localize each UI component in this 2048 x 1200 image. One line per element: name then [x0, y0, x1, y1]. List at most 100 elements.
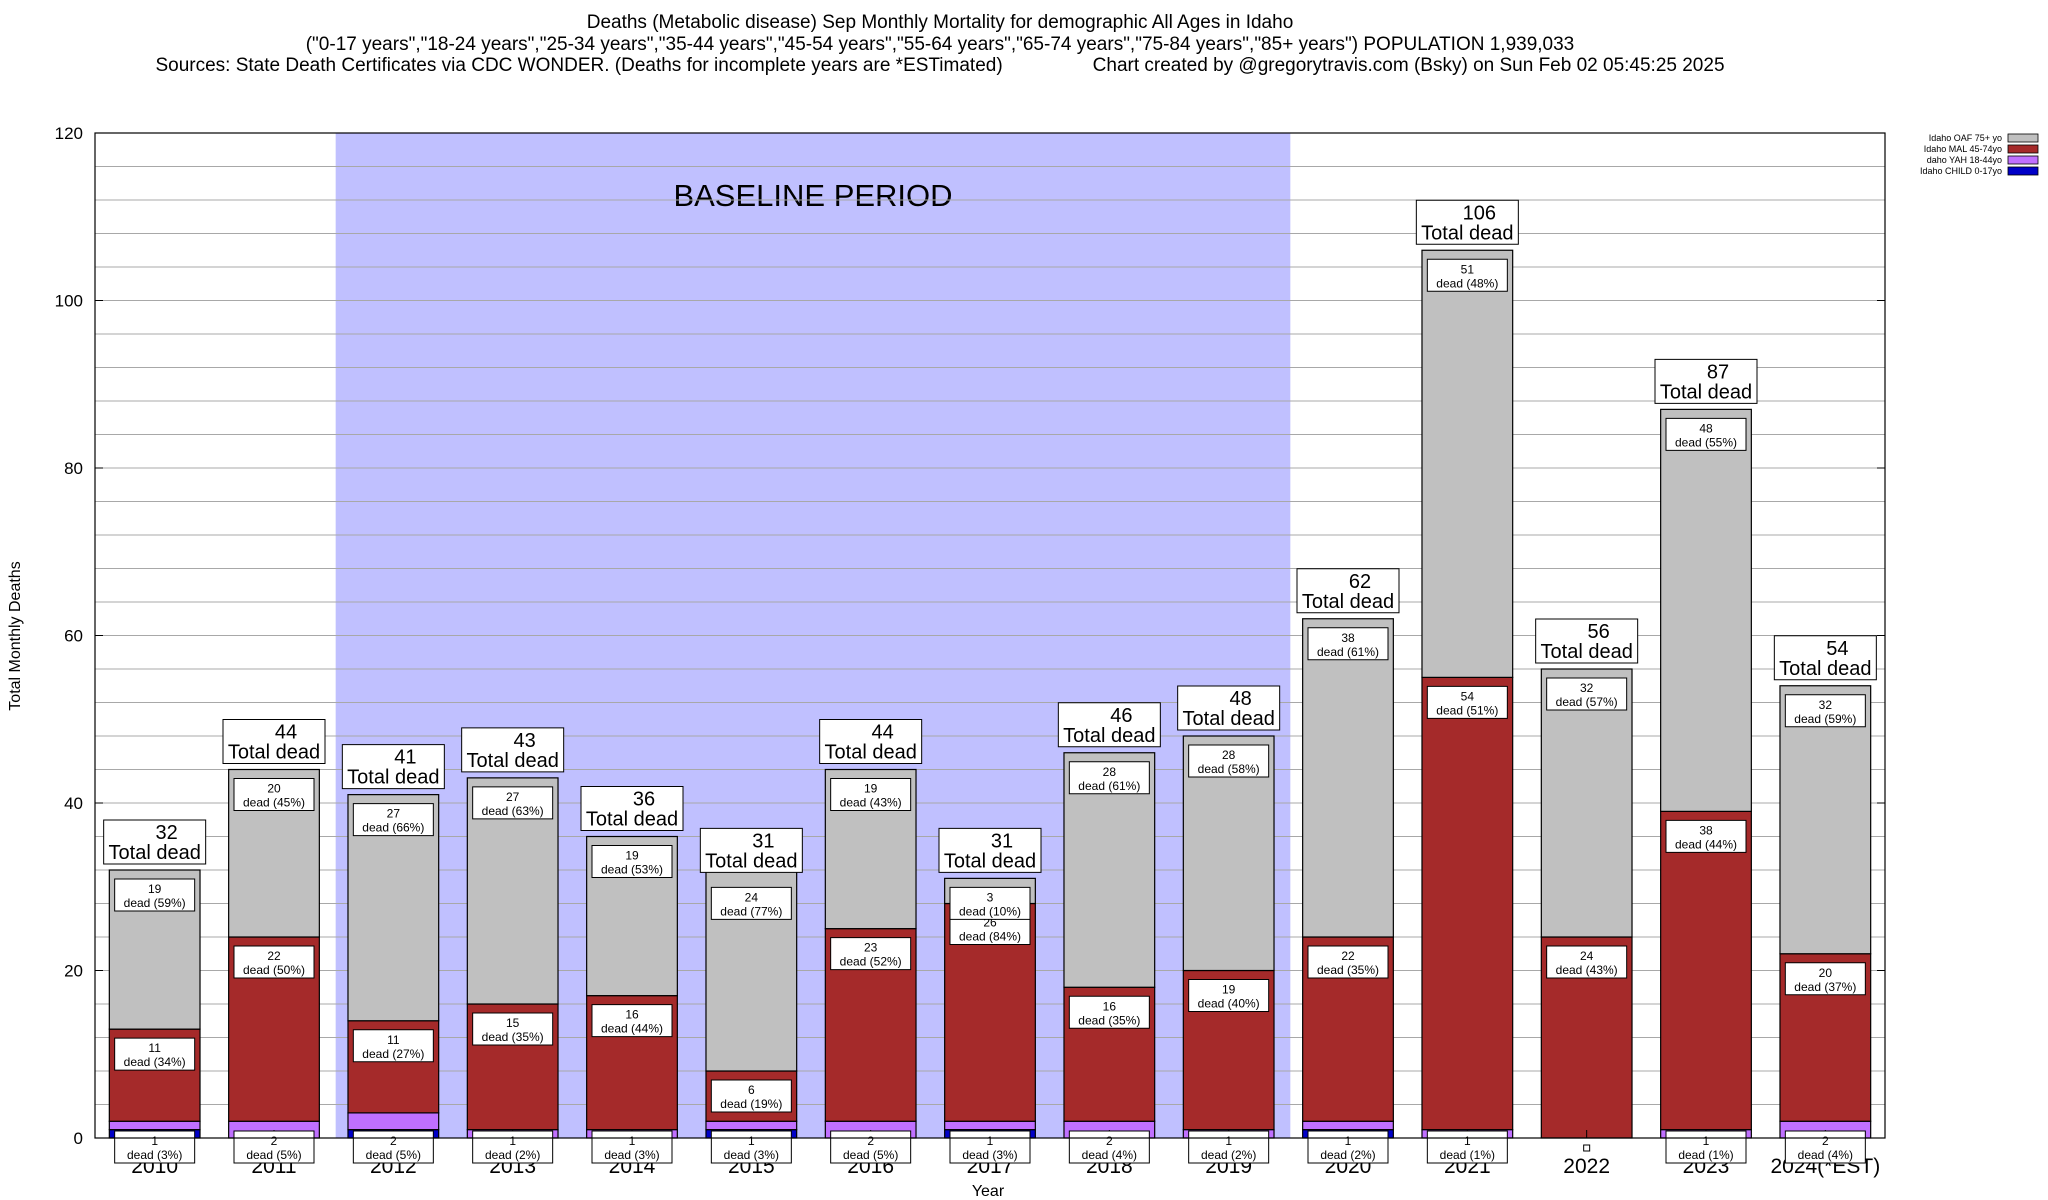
segment-label: dead (2%) — [485, 1148, 540, 1162]
total-label-box — [1535, 618, 1639, 664]
segment-label: dead (63%) — [482, 804, 544, 818]
segment-label: 27 — [387, 807, 401, 821]
segment-label: 16 — [625, 1008, 639, 1022]
segment-label: 28 — [1222, 748, 1236, 762]
segment-label: dead (2%) — [1201, 1148, 1256, 1162]
segment-label: 23 — [864, 941, 878, 955]
segment-label: dead (43%) — [840, 796, 902, 810]
total-suffix-label: Total dead — [109, 842, 201, 864]
total-value-label: 41 — [394, 747, 416, 769]
segment-label: 1 — [509, 1134, 516, 1148]
segment-label-box — [710, 886, 792, 920]
segment-label-box — [233, 778, 315, 811]
segment-label-box — [710, 1130, 792, 1164]
total-suffix-label: Total dead — [586, 809, 678, 831]
segment-label: dead (66%) — [362, 821, 424, 835]
total-label-box — [461, 727, 565, 773]
segment-label: dead (2%) — [1320, 1148, 1375, 1162]
segment-label: 24 — [745, 890, 759, 904]
y-tick-label: 80 — [64, 459, 83, 478]
segment-label: 51 — [1461, 262, 1475, 276]
segment-label: 1 — [1703, 1134, 1710, 1148]
segment-label: dead (1%) — [1678, 1148, 1733, 1162]
segment-label-box — [114, 878, 196, 912]
segment-label: dead (35%) — [1078, 1013, 1140, 1027]
segment-label-box — [472, 786, 554, 820]
segment-label-box — [591, 1130, 673, 1164]
total-value-label: 44 — [275, 722, 297, 744]
segment-label: 19 — [625, 849, 639, 863]
bar-segment — [1302, 618, 1394, 938]
segment-label: dead (44%) — [1675, 837, 1737, 851]
chart-sources: Sources: State Death Certificates via CD… — [155, 55, 1003, 76]
legend-swatch — [2007, 166, 2039, 176]
bar-segment — [1779, 685, 1872, 955]
total-label-box — [699, 827, 803, 873]
chart-subtitle: ("0-17 years","18-24 years","25-34 years… — [305, 34, 1575, 55]
segment-label: dead (55%) — [1675, 435, 1737, 449]
total-suffix-label: Total dead — [1541, 641, 1633, 663]
total-label-box — [222, 719, 326, 764]
chart-title: Deaths (Metabolic disease) Sep Monthly M… — [586, 12, 1294, 33]
total-suffix-label: Total dead — [1063, 725, 1155, 747]
segment-label-box — [1426, 685, 1508, 719]
segment-label: dead (4%) — [1798, 1148, 1853, 1162]
segment-label-box — [1188, 1130, 1270, 1164]
total-suffix-label: Total dead — [228, 742, 320, 764]
bar-segment — [1421, 249, 1514, 678]
segment-label: 22 — [1341, 949, 1355, 963]
total-label-box — [1773, 635, 1877, 681]
segment-label: dead (50%) — [243, 963, 305, 977]
bar-segment — [1660, 408, 1752, 812]
chart-source-line: Sources: State Death Certificates via CD… — [0, 55, 1880, 77]
segment-label: dead (57%) — [1556, 695, 1618, 709]
y-tick-label: 20 — [64, 962, 83, 981]
segment-label: 16 — [1103, 999, 1117, 1013]
segment-label-box — [949, 886, 1031, 920]
legend-label: Idaho CHILD 0-17yo — [1920, 166, 2002, 176]
segment-label: 20 — [1819, 966, 1833, 980]
legend-label: daho YAH 18-44yo — [1927, 155, 2002, 165]
x-tick-label: 2022 — [1563, 1155, 1610, 1178]
segment-label: dead (3%) — [604, 1148, 659, 1162]
segment-label-box — [1307, 627, 1389, 661]
bar-segment — [705, 1120, 798, 1131]
segment-label-box — [1188, 744, 1270, 778]
segment-label: 28 — [1103, 765, 1117, 779]
total-value-label: 31 — [752, 830, 774, 852]
segment-label: dead (45%) — [243, 796, 305, 810]
total-label-box — [341, 744, 445, 790]
segment-label-box — [1665, 417, 1747, 451]
segment-label: 1 — [1345, 1134, 1352, 1148]
segment-label: dead (3%) — [724, 1148, 779, 1162]
segment-label-box — [233, 1130, 315, 1164]
segment-label-box — [830, 1130, 912, 1164]
y-tick-label: 60 — [64, 627, 83, 646]
segment-label: dead (44%) — [601, 1022, 663, 1036]
total-value-label: 44 — [872, 722, 894, 744]
segment-label: 1 — [629, 1134, 636, 1148]
segment-label: dead (59%) — [124, 896, 186, 910]
total-label-box — [580, 786, 684, 831]
segment-label-box — [1665, 1130, 1747, 1164]
segment-label: dead (51%) — [1436, 703, 1498, 717]
segment-label-box — [1784, 694, 1866, 728]
segment-label: dead (43%) — [1556, 963, 1618, 977]
total-suffix-label: Total dead — [825, 742, 917, 764]
total-label-box — [938, 827, 1042, 873]
segment-label-box — [472, 1012, 554, 1046]
segment-label-box — [1546, 677, 1628, 711]
segment-label-box — [1784, 1130, 1866, 1164]
total-label-box — [1654, 358, 1758, 404]
bar-segment — [1302, 1120, 1394, 1131]
segment-label: dead (53%) — [601, 863, 663, 877]
segment-label: 1 — [151, 1134, 158, 1148]
bar-segment — [1660, 810, 1752, 1131]
total-label-box — [819, 719, 923, 764]
segment-label: 2 — [1106, 1134, 1113, 1148]
segment-label: dead (77%) — [720, 904, 782, 918]
segment-label: 11 — [387, 1033, 400, 1047]
segment-label: 15 — [506, 1016, 520, 1030]
total-value-label: 36 — [633, 789, 655, 811]
bar-segment — [1540, 668, 1633, 938]
